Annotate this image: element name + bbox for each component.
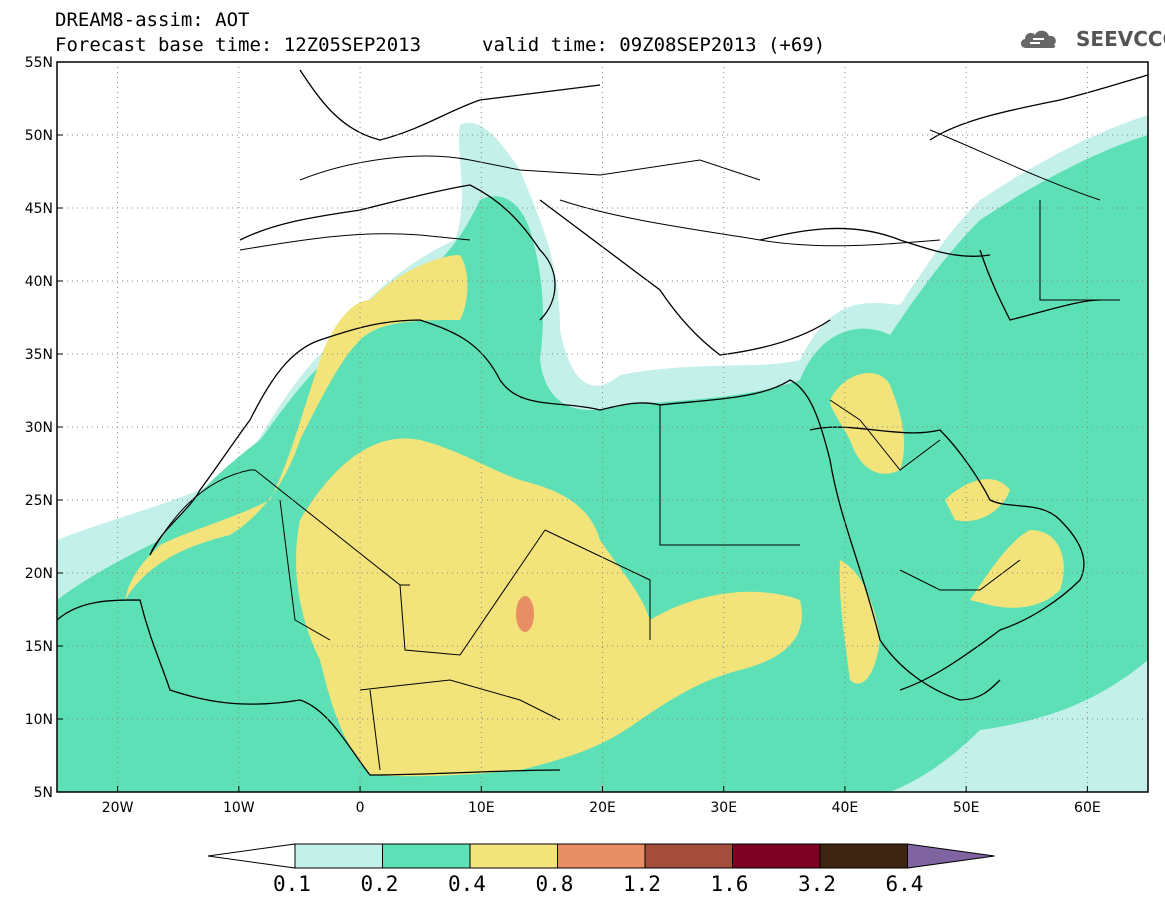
colorbar-over-arrow bbox=[907, 843, 995, 869]
aot-contour-0.4-central bbox=[296, 438, 802, 777]
lon-label: 0 bbox=[356, 800, 365, 816]
lat-label: 55N bbox=[25, 55, 53, 71]
colorbar bbox=[207, 843, 995, 869]
colorbar-segment bbox=[557, 843, 646, 869]
colorbar-level-label: 6.4 bbox=[885, 872, 924, 896]
aot-contour-0.4-oman bbox=[970, 530, 1064, 608]
lon-label: 50E bbox=[953, 800, 980, 816]
coastlines bbox=[57, 69, 1148, 776]
colorbar-level-label: 0.4 bbox=[448, 872, 486, 896]
lat-label: 30N bbox=[25, 420, 53, 436]
colorbar-segment bbox=[294, 843, 383, 869]
lat-label: 10N bbox=[25, 712, 53, 728]
aot-contour-0.8 bbox=[516, 596, 534, 632]
colorbar-segment bbox=[732, 843, 821, 869]
colorbar-under-arrow bbox=[207, 843, 296, 869]
aot-contour-0.4-arabia bbox=[830, 373, 905, 474]
cloud-icon bbox=[1020, 30, 1056, 48]
lat-label: 20N bbox=[25, 566, 53, 582]
lon-label: 30E bbox=[710, 800, 737, 816]
valid-time: valid time: 09Z08SEP2013 (+69) bbox=[482, 34, 826, 56]
aot-contour-0.4-sahara bbox=[125, 255, 468, 600]
country-borders bbox=[149, 129, 1120, 771]
lon-label: 60E bbox=[1074, 800, 1101, 816]
colorbar-level-label: 0.2 bbox=[360, 872, 399, 896]
lon-label: 20E bbox=[589, 800, 616, 816]
grid-lines bbox=[57, 62, 1148, 792]
latitude-axis: 55N 50N 45N 40N 35N 30N 25N 20N 15N 10N 5N bbox=[25, 55, 53, 801]
lat-label: 15N bbox=[25, 639, 53, 655]
axis-ticks bbox=[57, 61, 1088, 793]
colorbar-segment bbox=[644, 843, 733, 869]
lat-label: 25N bbox=[25, 493, 53, 509]
lon-label: 20W bbox=[102, 800, 134, 816]
colorbar-segment bbox=[382, 843, 471, 869]
colorbar-level-label: 3.2 bbox=[798, 872, 836, 896]
lat-label: 50N bbox=[25, 128, 53, 144]
lon-label: 40E bbox=[832, 800, 859, 816]
colorbar-level-label: 1.6 bbox=[710, 872, 749, 896]
seevccc-logo: SEEVCCC bbox=[1076, 27, 1165, 51]
lat-label: 45N bbox=[25, 201, 53, 217]
colorbar-level-label: 1.2 bbox=[623, 872, 661, 896]
colorbar-segment bbox=[819, 843, 908, 869]
lat-label: 40N bbox=[25, 274, 53, 290]
forecast-base-time: Forecast base time: 12Z05SEP2013 bbox=[55, 34, 422, 56]
lon-label: 10E bbox=[468, 800, 495, 816]
colorbar-level-label: 0.8 bbox=[535, 872, 574, 896]
lat-label: 5N bbox=[34, 785, 53, 801]
lat-label: 35N bbox=[25, 347, 53, 363]
longitude-axis: 20W 10W 0 10E 20E 30E 40E 50E 60E bbox=[102, 800, 1101, 816]
colorbar-level-label: 0.1 bbox=[273, 872, 311, 896]
map-title: DREAM8-assim: AOT bbox=[55, 9, 250, 31]
colorbar-segment bbox=[469, 843, 558, 869]
lon-label: 10W bbox=[223, 800, 255, 816]
aot-contour-0.4-eritrea bbox=[839, 560, 880, 684]
